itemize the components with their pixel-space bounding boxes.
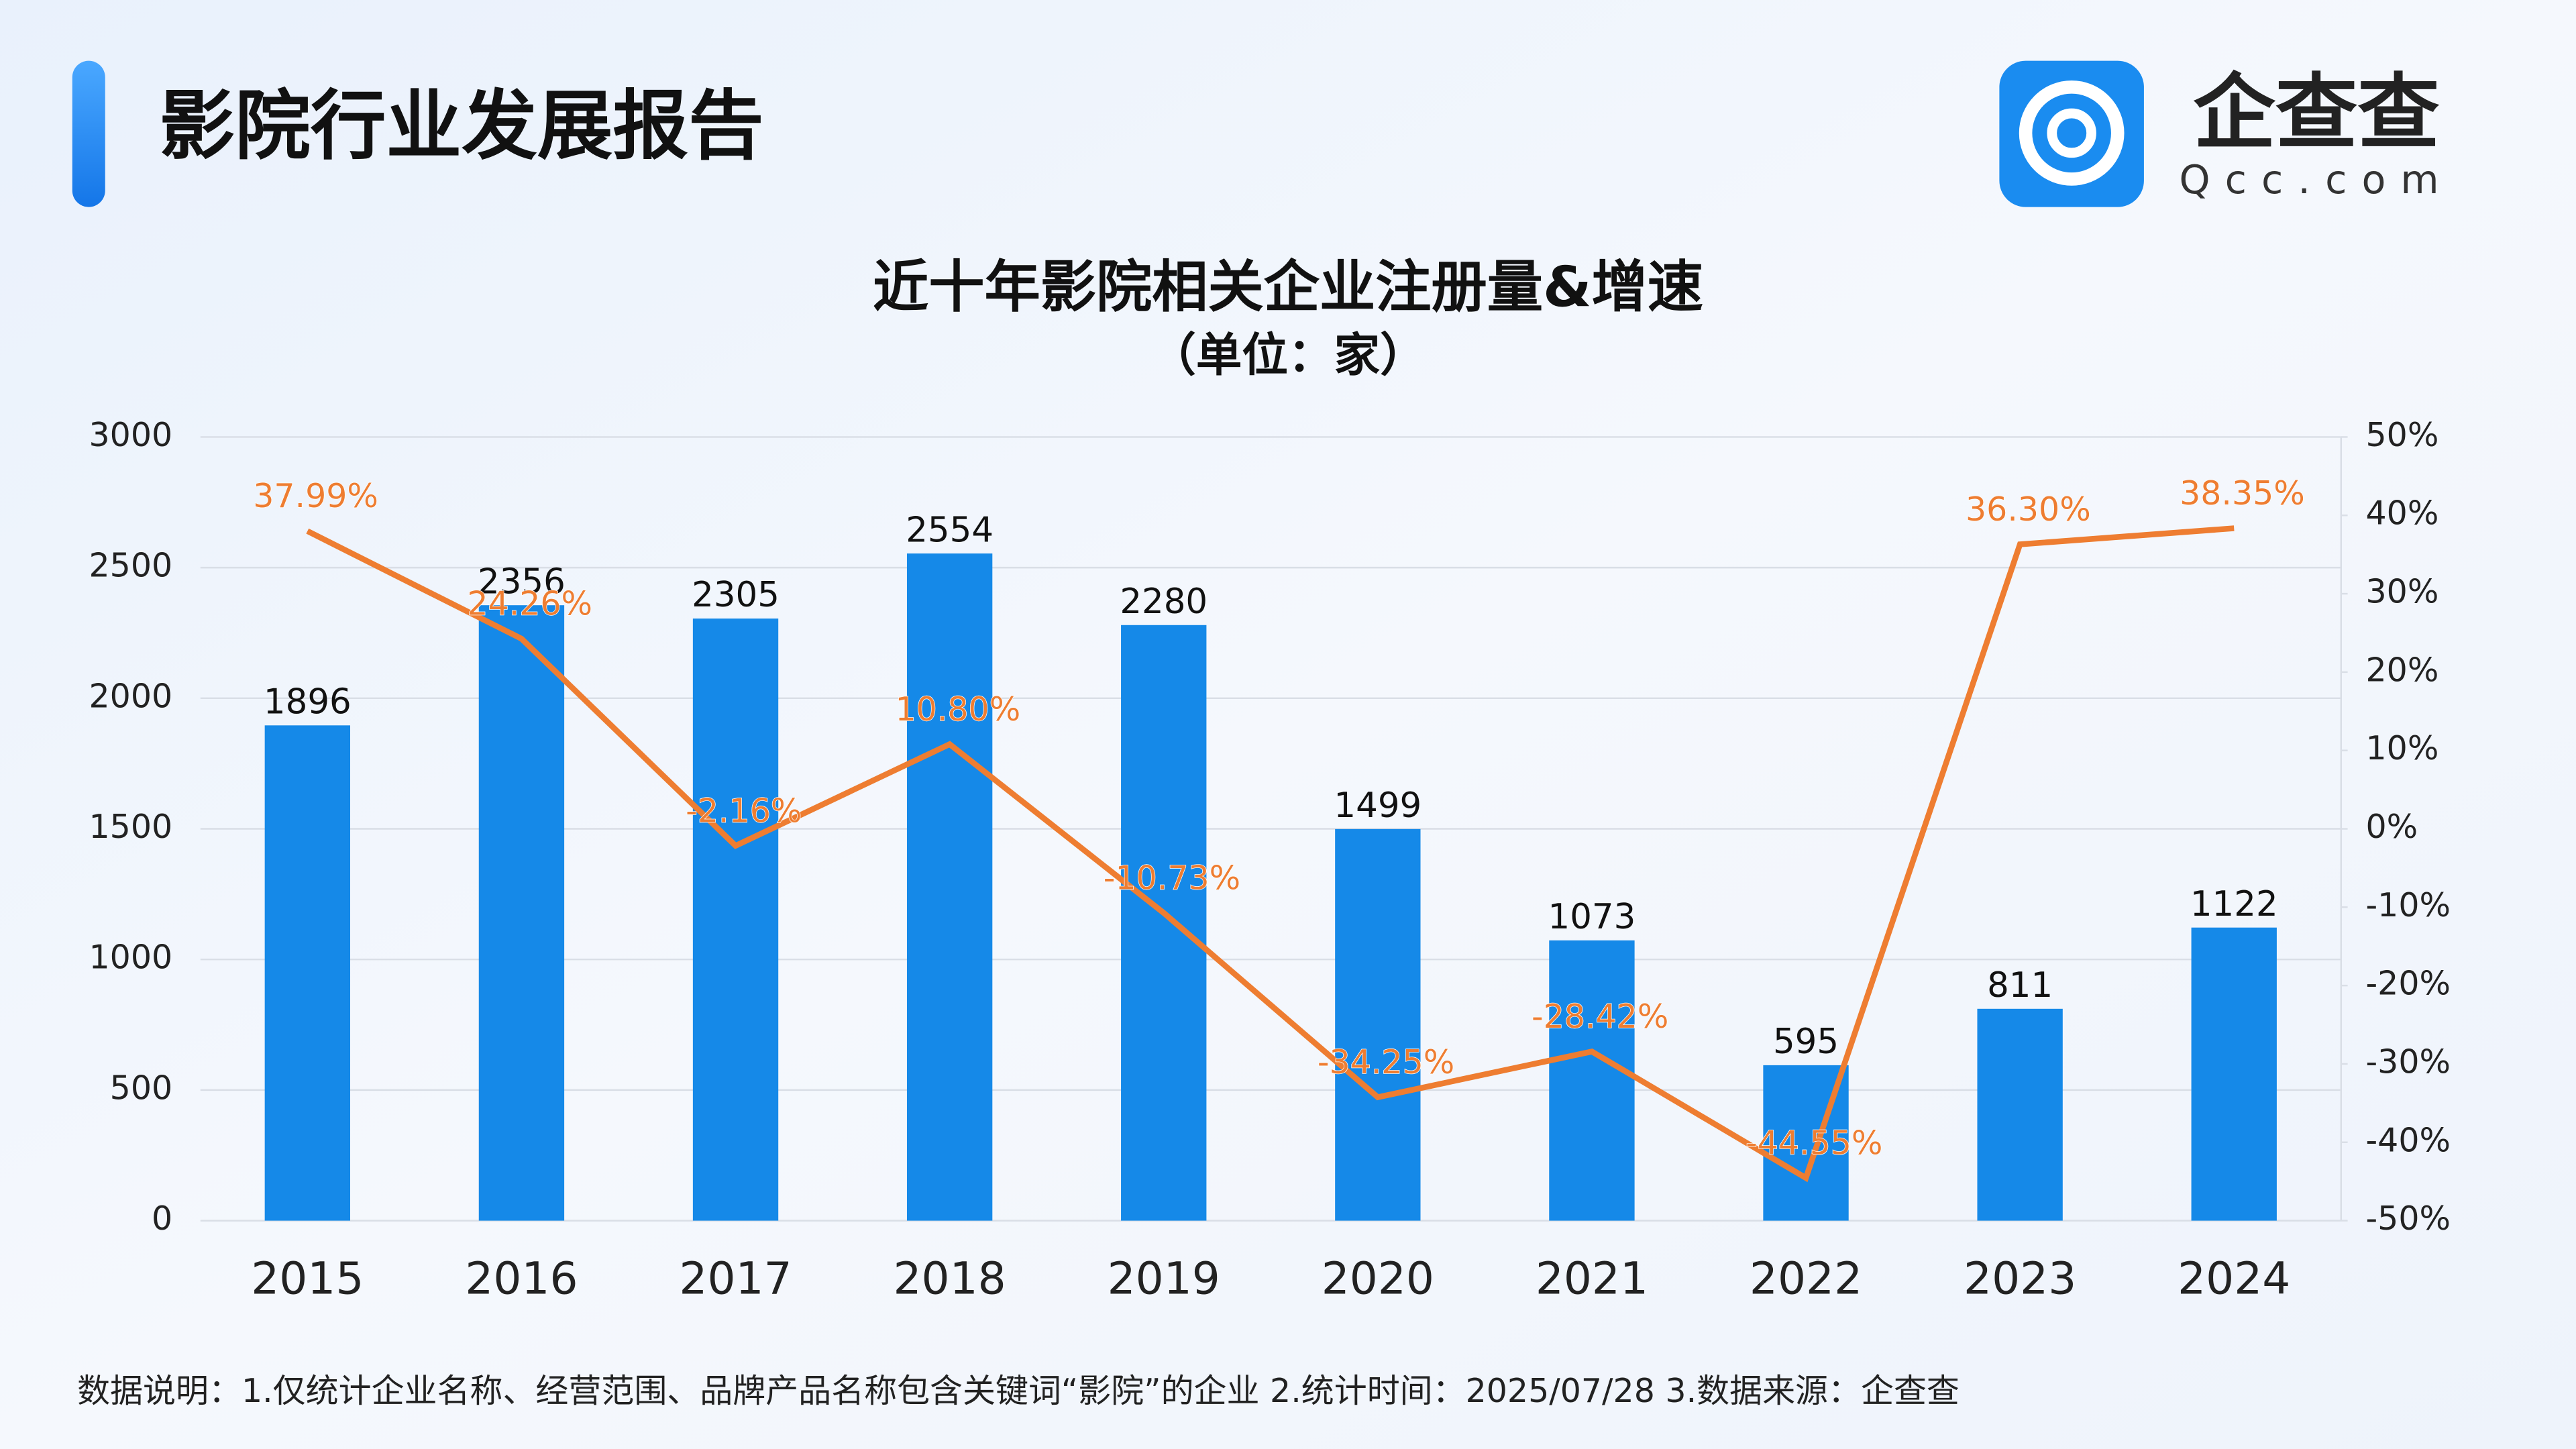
line-value-label: -2.16% xyxy=(686,792,802,830)
bar xyxy=(478,605,565,1221)
footnote: 数据说明：1.仅统计企业名称、经营范围、品牌产品名称包含关键词“影院”的企业 2… xyxy=(77,1372,1960,1410)
y2-tick-label: 30% xyxy=(2366,573,2439,611)
y-tick-label: 500 xyxy=(110,1069,172,1107)
bar xyxy=(264,725,350,1221)
bar xyxy=(1335,828,1421,1221)
bar xyxy=(692,619,779,1221)
chart-subtitle: （单位：家） xyxy=(1150,329,1426,382)
bar xyxy=(906,553,993,1221)
y2-tick-label: 40% xyxy=(2366,494,2439,533)
y-tick-label: 3000 xyxy=(89,416,173,454)
logo-core xyxy=(2047,108,2096,158)
bar-value-label: 595 xyxy=(1773,1022,1839,1062)
y-tick-label: 2500 xyxy=(89,547,173,585)
line-value-label: -44.55% xyxy=(1746,1124,1882,1162)
y2-tick-label: -50% xyxy=(2366,1199,2451,1238)
x-tick-label: 2017 xyxy=(679,1252,792,1304)
logo-ring xyxy=(2019,80,2125,186)
y2-tick-label: -10% xyxy=(2366,886,2451,924)
growth-line xyxy=(306,525,2235,1183)
bar-value-label: 2280 xyxy=(1120,582,1208,622)
line-value-label: 10.80% xyxy=(896,690,1021,729)
bar-value-label: 1073 xyxy=(1548,897,1636,937)
y2-tick-label: -30% xyxy=(2366,1042,2451,1081)
bar-value-label: 2356 xyxy=(478,561,566,602)
y2-tick-label: -40% xyxy=(2366,1121,2451,1159)
y2-tick-label: 0% xyxy=(2366,808,2418,846)
x-tick-label: 2016 xyxy=(465,1252,578,1304)
y-tick-label: 2000 xyxy=(89,677,173,715)
y2-tick-label: 20% xyxy=(2366,651,2439,689)
x-tick-label: 2024 xyxy=(2178,1252,2290,1304)
page-title: 影院行业发展报告 xyxy=(160,82,764,170)
y2-tick-label: -20% xyxy=(2366,965,2451,1003)
y-tick-label: 1500 xyxy=(89,808,173,846)
bar xyxy=(1121,625,1207,1221)
bar-value-label: 2305 xyxy=(692,575,780,615)
line-value-label: 37.99% xyxy=(253,477,378,515)
bar-value-label: 1499 xyxy=(1334,786,1421,826)
chart-title: 近十年影院相关企业注册量&增速 xyxy=(873,254,1703,319)
line-value-label: -10.73% xyxy=(1104,859,1240,897)
y-tick-label: 1000 xyxy=(89,938,173,977)
bar-value-label: 1896 xyxy=(264,682,352,722)
line-value-label: 38.35% xyxy=(2180,474,2305,513)
bar-value-label: 2554 xyxy=(906,510,994,550)
title-accent xyxy=(72,60,105,207)
x-tick-label: 2022 xyxy=(1750,1252,1862,1304)
line-value-label: 24.26% xyxy=(467,585,592,623)
y-tick-label: 0 xyxy=(152,1199,172,1238)
x-tick-label: 2020 xyxy=(1322,1252,1434,1304)
logo-url: Qcc.com xyxy=(2179,156,2453,203)
bar-value-label: 1122 xyxy=(2190,884,2278,924)
y2-tick-label: 50% xyxy=(2366,416,2439,454)
bar xyxy=(1977,1008,2063,1221)
bar-value-label: 811 xyxy=(1987,965,2053,1006)
x-tick-label: 2018 xyxy=(894,1252,1006,1304)
line-value-label: -34.25% xyxy=(1318,1043,1454,1081)
logo-name: 企查查 xyxy=(2193,64,2439,160)
x-tick-label: 2021 xyxy=(1536,1252,1648,1304)
line-value-label: 36.30% xyxy=(1966,490,2091,529)
line-value-label: -28.42% xyxy=(1532,998,1668,1036)
x-tick-label: 2019 xyxy=(1108,1252,1220,1304)
x-tick-label: 2023 xyxy=(1964,1252,2076,1304)
bar xyxy=(2191,927,2277,1221)
x-tick-label: 2015 xyxy=(251,1252,364,1304)
bar xyxy=(1549,940,1635,1221)
y2-tick-label: 10% xyxy=(2366,729,2439,767)
